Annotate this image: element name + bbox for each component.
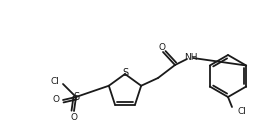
Text: NH: NH: [184, 52, 198, 62]
Text: S: S: [122, 68, 128, 78]
Text: Cl: Cl: [51, 78, 59, 87]
Text: O: O: [53, 95, 59, 104]
Text: Cl: Cl: [238, 107, 247, 116]
Text: O: O: [158, 43, 166, 51]
Text: S: S: [73, 92, 79, 102]
Text: O: O: [70, 113, 77, 123]
